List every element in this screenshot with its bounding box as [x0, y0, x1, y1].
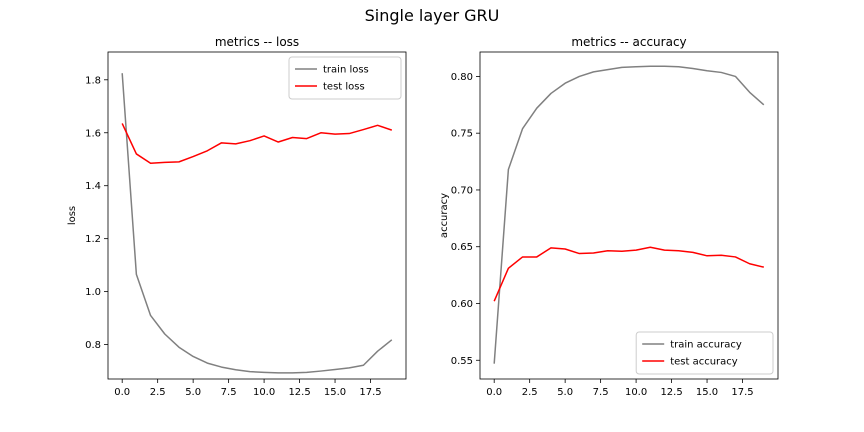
accuracy-axes-frame	[479, 51, 779, 380]
accuracy-y-tick-label: 0.75	[451, 129, 473, 140]
accuracy-x-tick-label: 10.0	[625, 387, 647, 398]
accuracy-y-tick-label: 0.60	[451, 299, 473, 310]
loss-x-tick-label: 2.5	[150, 387, 166, 398]
loss-x-tick-label: 0.0	[114, 387, 130, 398]
accuracy-y-tick-label: 0.80	[451, 72, 473, 83]
loss-chart-title: metrics -- loss	[215, 35, 299, 49]
loss-y-axis-label: loss	[67, 206, 78, 225]
loss-legend: train loss test loss	[288, 56, 402, 100]
loss-legend-label: train loss	[323, 65, 369, 76]
accuracy-y-tick-label: 0.65	[451, 242, 473, 253]
loss-y-tick-label: 1.6	[85, 128, 101, 139]
loss-y-tick-label: 1.0	[85, 287, 101, 298]
accuracy-chart-title: metrics -- accuracy	[571, 35, 686, 49]
accuracy-y-tick-label: 0.70	[451, 185, 473, 196]
loss-x-tick-label: 17.5	[359, 387, 381, 398]
loss-y-tick-label: 1.4	[85, 181, 101, 192]
loss-x-tick-label: 5.0	[185, 387, 201, 398]
loss-x-tick-label: 12.5	[288, 387, 310, 398]
accuracy-x-tick-label: 12.5	[660, 387, 682, 398]
accuracy-y-tick-label: 0.55	[451, 356, 473, 367]
accuracy-x-tick-label: 0.0	[486, 387, 502, 398]
accuracy-legend-box	[635, 331, 774, 375]
accuracy-x-tick-label: 15.0	[696, 387, 718, 398]
loss-x-tick-label: 7.5	[221, 387, 237, 398]
loss-axes-frame	[107, 51, 407, 380]
accuracy-legend-label: train accuracy	[670, 340, 742, 351]
loss-y-tick-label: 0.8	[85, 340, 101, 351]
accuracy-series-train-accuracy-line	[493, 65, 765, 364]
accuracy-x-tick-label: 17.5	[731, 387, 753, 398]
accuracy-legend: train accuracy test accuracy	[635, 331, 774, 375]
accuracy-y-axis-label: accuracy	[439, 193, 450, 238]
accuracy-x-tick-label: 5.0	[557, 387, 573, 398]
loss-x-tick-label: 10.0	[253, 387, 275, 398]
loss-series-test-loss-line	[121, 123, 393, 164]
loss-series-train-loss-line	[121, 73, 393, 374]
accuracy-chart-panel: metrics -- accuracy 0.0 2.5 5.0 7.5 10.0 12.5 1…	[439, 35, 779, 398]
accuracy-legend-label: test accuracy	[670, 357, 738, 368]
loss-y-tick-label: 1.8	[85, 75, 101, 86]
accuracy-x-tick-label: 2.5	[522, 387, 538, 398]
loss-x-tick-label: 15.0	[324, 387, 346, 398]
loss-legend-label: test loss	[323, 82, 365, 93]
accuracy-x-tick-label: 7.5	[593, 387, 609, 398]
accuracy-series-test-accuracy-line	[493, 246, 764, 302]
figure-title: Single layer GRU	[365, 6, 500, 25]
loss-y-tick-label: 1.2	[85, 234, 101, 245]
loss-chart-panel: metrics -- loss 0.0 2.5 5.0 7.5 10.0 12.5 15.0 1…	[67, 35, 407, 398]
loss-legend-box	[288, 56, 402, 100]
